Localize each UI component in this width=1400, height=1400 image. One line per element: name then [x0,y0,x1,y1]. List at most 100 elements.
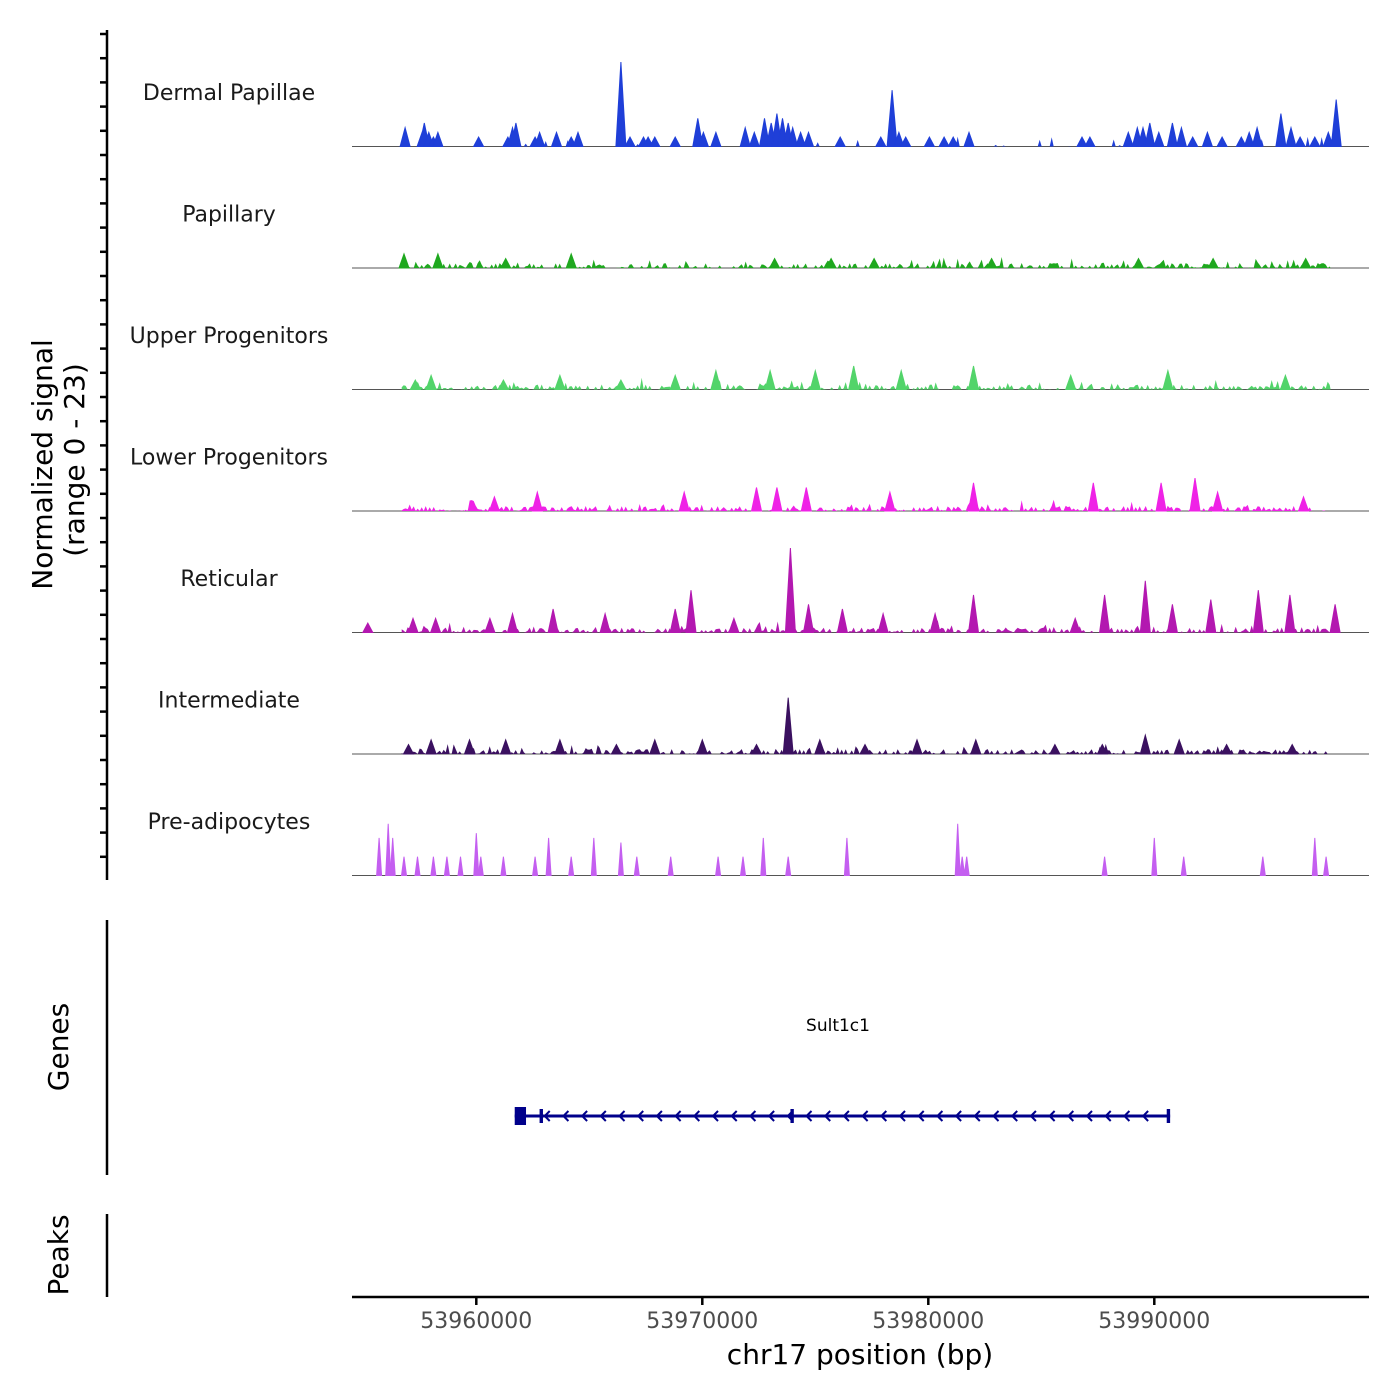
track-peak [533,130,546,147]
track-peak [967,365,980,390]
track-peak [1122,130,1135,147]
gene-exon [1166,1109,1171,1123]
peaks-axis-title: Peaks [42,1214,75,1295]
gene-strand-arrow [1141,1110,1149,1122]
track-peak [532,856,539,876]
track-peak [874,136,887,147]
gene-strand-arrow [655,1110,663,1122]
track-peak [1259,856,1266,876]
track-peak [1162,368,1174,390]
track-peak [809,368,821,390]
track-peak [1151,837,1158,876]
track-peak [1096,743,1109,755]
track-peak [1297,495,1310,512]
track-peak [1252,590,1264,633]
track-peak [550,130,563,147]
track-peak [499,738,512,755]
track-peak [1064,373,1077,390]
gene-strand-arrow [861,1110,869,1122]
track-peak [923,136,936,147]
track-peak [361,622,374,633]
track-peak [1139,580,1151,633]
gene-strand-arrow [636,1110,644,1122]
gene-strand-arrow [973,1110,981,1122]
track-peak [1173,738,1185,755]
track-peak [715,856,722,876]
track-peak [1294,136,1306,147]
signal-axis-title-line1: Normalized signal [26,339,59,590]
gene-label: Sult1c1 [806,1016,870,1036]
track-peak [554,738,566,755]
track-peak [1299,257,1312,269]
track-peak [764,368,776,390]
track-peak [429,616,442,633]
track-peak [385,823,392,876]
gene-strand-arrow [692,1110,701,1122]
gene-strand-arrow [786,1110,794,1122]
gene-strand-arrow [580,1110,588,1122]
gene-strand-arrow [898,1110,906,1122]
track-peak [1211,490,1224,512]
track-peak [728,616,740,633]
track-peak [430,856,437,876]
track-reticular: Reticular [180,547,1369,633]
track-peak [1243,130,1255,147]
gene-exon [539,1109,543,1123]
track-peak [499,257,512,269]
track-peak [1189,478,1201,512]
gene-strand-arrow [1010,1110,1018,1122]
track-peak [1216,136,1228,147]
track-peak [667,856,674,876]
track-peak [376,837,383,876]
track-peak [1099,594,1111,633]
track-peak [572,130,584,147]
track-peak [739,856,747,876]
track-noise [401,257,1331,268]
track-peak [407,616,419,633]
track-pre-adipocytes: Pre-adipocytes [148,810,1369,876]
track-peak [506,611,519,633]
track-peak [669,136,682,147]
track-peak [963,856,970,876]
signal-axis-title-line2: (range 0 - 23) [58,363,91,557]
track-peak [414,856,421,876]
track-peak [615,61,627,147]
gene-exon [790,1109,794,1123]
track-noise [401,620,1331,633]
track-peak [814,738,826,755]
track-label: Papillary [182,203,276,228]
track-peak [697,130,710,147]
track-peak [884,490,896,512]
track-peak [633,856,640,876]
track-peak [1087,482,1099,512]
track-peak [389,837,396,876]
track-peak [425,373,437,390]
track-peak [967,482,980,512]
track-peak [893,130,905,147]
track-peak [859,743,871,755]
gene-strand-arrow [805,1110,813,1122]
track-peak [1049,743,1061,755]
track-peak [457,856,464,876]
track-peak [678,490,690,512]
track-peak [399,125,411,147]
gene-strand-arrow [562,1110,570,1122]
track-peak [886,90,898,147]
x-tick-label: 53980000 [872,1309,984,1334]
coverage-tracks: Dermal Papillae Papillary Upper Progenitor… [130,61,1369,876]
track-peak [443,856,450,876]
track-peak [1251,125,1263,147]
track-peak [472,136,485,147]
track-peak [895,368,907,390]
track-peak [985,257,998,269]
track-peak [398,252,410,269]
gene-strand-arrow [618,1110,626,1122]
genes-axis-title: Genes [42,1003,75,1091]
track-peak [1235,136,1248,147]
track-peak [877,611,889,633]
gene-strand-arrow [1104,1110,1112,1122]
track-peak [599,611,611,633]
track-label: Lower Progenitors [130,446,328,471]
track-peak [771,487,783,512]
gene-strand-arrow [842,1110,850,1122]
